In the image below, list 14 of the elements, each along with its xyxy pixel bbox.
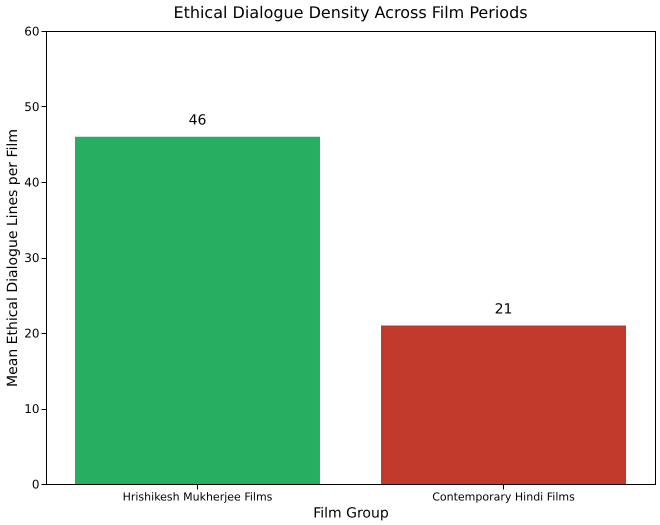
y-axis-title: Mean Ethical Dialogue Lines per Film (5, 129, 22, 387)
data-label: 46 (188, 112, 206, 129)
y-tick-label: 30 (24, 251, 40, 265)
y-tick-label: 60 (24, 24, 40, 38)
chart-title: Ethical Dialogue Density Across Film Periods (173, 3, 528, 22)
y-tick-label: 50 (24, 100, 40, 114)
y-tick-label: 10 (24, 402, 40, 416)
y-tick-label: 40 (24, 176, 40, 190)
x-tick-label: Contemporary Hindi Films (432, 490, 576, 504)
data-label: 21 (494, 301, 512, 318)
y-tick-label: 0 (32, 478, 40, 492)
x-tick-label: Hrishikesh Mukherjee Films (122, 490, 273, 504)
x-axis-title: Film Group (313, 506, 389, 522)
y-tick-label: 20 (24, 326, 40, 340)
